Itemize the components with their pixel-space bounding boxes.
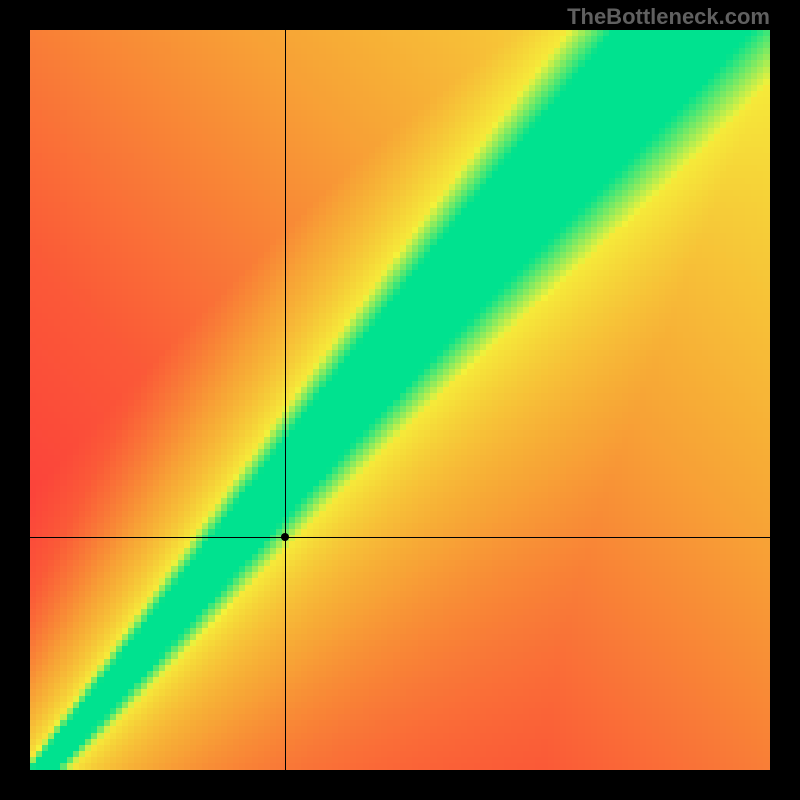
marker-dot — [281, 533, 289, 541]
heatmap-plot — [30, 30, 770, 770]
crosshair-vertical — [285, 30, 286, 770]
watermark-text: TheBottleneck.com — [567, 4, 770, 30]
crosshair-horizontal — [30, 537, 770, 538]
chart-frame: TheBottleneck.com — [0, 0, 800, 800]
heatmap-canvas — [30, 30, 770, 770]
